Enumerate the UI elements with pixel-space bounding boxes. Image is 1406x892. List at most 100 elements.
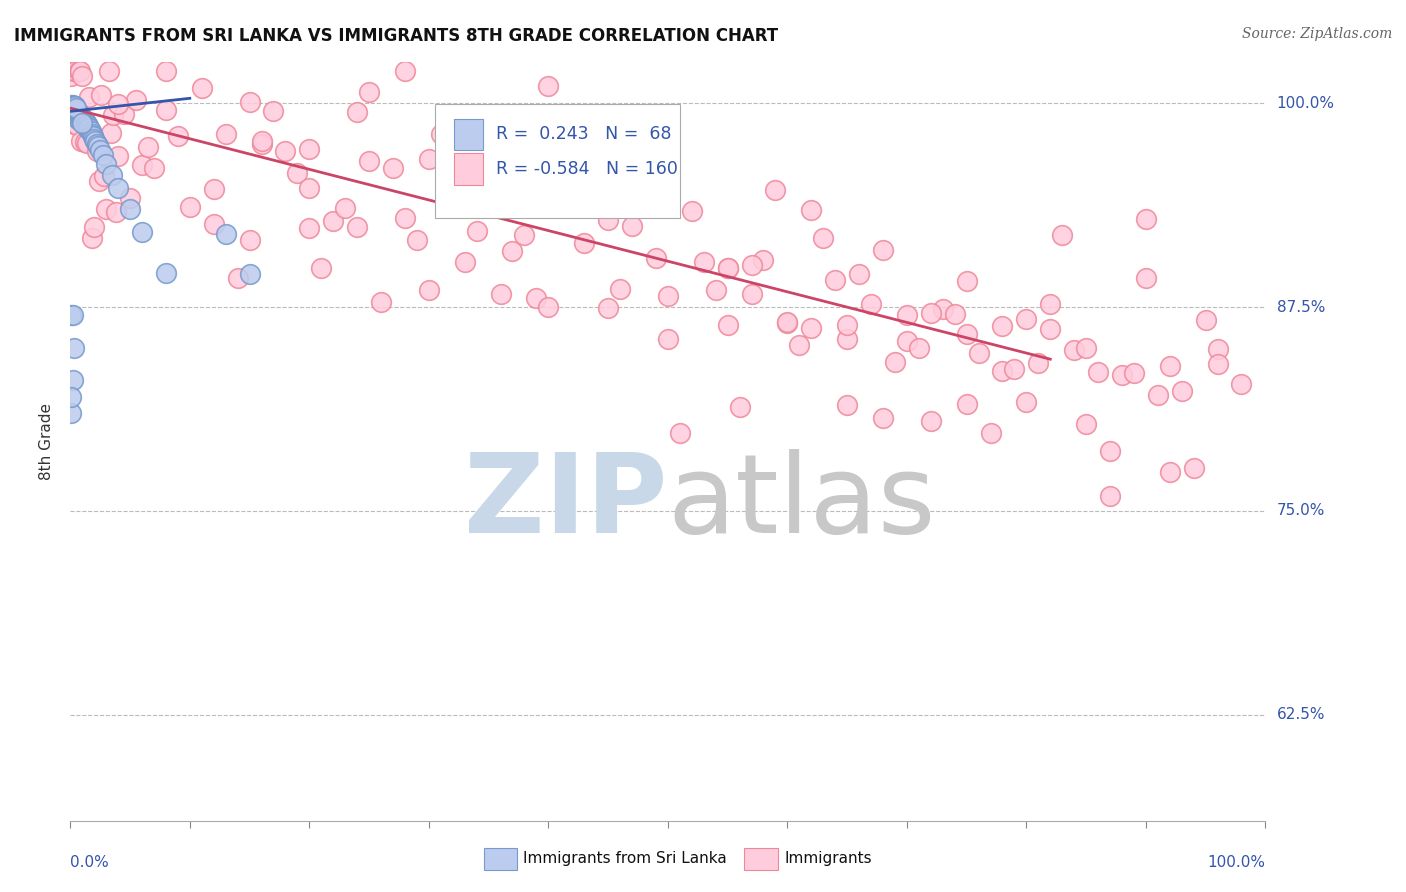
Point [872, 243, 894, 257]
Text: 62.5%: 62.5% [1277, 707, 1324, 723]
Point [179, 200, 201, 214]
Point [884, 355, 907, 369]
Point [70, 69, 93, 83]
Point [644, 252, 668, 266]
Point [63, 63, 86, 78]
Point [62, 111, 84, 125]
Point [82, 128, 104, 143]
Point [418, 283, 440, 297]
Point [67, 112, 90, 127]
Point [120, 202, 141, 217]
Point [62, 103, 84, 117]
Point [967, 345, 990, 359]
Point [250, 136, 273, 151]
Point [63, 107, 86, 121]
Point [598, 213, 620, 227]
Point [837, 398, 859, 412]
Point [89, 144, 111, 158]
Point [80, 231, 103, 245]
Point [1182, 461, 1205, 475]
Point [657, 150, 679, 164]
Point [489, 146, 512, 161]
Point [73, 114, 96, 128]
Point [62, 308, 84, 322]
Text: 100.0%: 100.0% [1277, 95, 1334, 111]
Text: 0.0%: 0.0% [70, 855, 110, 871]
Point [537, 178, 560, 193]
Text: Immigrants: Immigrants [785, 851, 872, 865]
Point [76, 117, 98, 131]
Point [1004, 361, 1026, 376]
Point [63, 104, 86, 119]
Point [991, 364, 1014, 378]
Text: 75.0%: 75.0% [1277, 503, 1324, 518]
Point [872, 411, 894, 425]
Point [1076, 341, 1098, 355]
Text: Source: ZipAtlas.com: Source: ZipAtlas.com [1241, 27, 1392, 41]
Point [103, 107, 125, 121]
Point [63, 99, 86, 113]
Point [62, 98, 84, 112]
FancyBboxPatch shape [454, 153, 482, 185]
Point [60, 308, 83, 322]
Point [441, 136, 464, 151]
Point [83, 132, 105, 146]
FancyBboxPatch shape [434, 104, 681, 218]
Point [489, 287, 512, 301]
Point [776, 315, 799, 329]
Point [669, 425, 692, 440]
Point [62, 99, 84, 113]
Point [346, 220, 368, 235]
Point [526, 291, 548, 305]
Point [657, 289, 679, 303]
Point [633, 145, 655, 160]
Point [62, 106, 84, 120]
Point [298, 220, 321, 235]
Point [787, 338, 810, 352]
Point [96, 202, 117, 217]
Point [621, 219, 644, 234]
Point [406, 233, 429, 247]
Point [513, 227, 536, 242]
Point [143, 161, 166, 176]
Point [550, 171, 572, 186]
Point [77, 122, 100, 136]
Point [63, 101, 86, 115]
Point [752, 252, 775, 267]
Point [394, 63, 416, 78]
Point [274, 145, 297, 159]
Point [66, 104, 89, 119]
Point [63, 99, 86, 113]
Point [60, 99, 83, 113]
Point [717, 260, 740, 275]
Point [226, 271, 249, 285]
Point [837, 332, 859, 346]
Point [848, 267, 870, 281]
Point [979, 425, 1001, 440]
Point [65, 101, 87, 115]
Point [309, 260, 333, 275]
Point [107, 96, 129, 111]
Point [609, 282, 631, 296]
Point [79, 90, 101, 104]
Point [1099, 444, 1122, 458]
Point [1159, 359, 1181, 373]
Point [920, 414, 942, 428]
Text: R = -0.584   N = 160: R = -0.584 N = 160 [496, 160, 678, 178]
Point [932, 301, 955, 316]
Point [1039, 297, 1062, 311]
Point [125, 93, 148, 107]
Point [896, 308, 918, 322]
Point [63, 107, 86, 121]
Point [1147, 388, 1170, 402]
Point [896, 334, 918, 348]
Point [537, 78, 560, 93]
Point [465, 224, 488, 238]
Point [66, 107, 89, 121]
Text: 100.0%: 100.0% [1208, 855, 1265, 871]
Point [67, 109, 90, 123]
Point [131, 225, 153, 239]
Text: IMMIGRANTS FROM SRI LANKA VS IMMIGRANTS 8TH GRADE CORRELATION CHART: IMMIGRANTS FROM SRI LANKA VS IMMIGRANTS … [14, 27, 778, 45]
Point [1028, 356, 1050, 370]
Point [60, 103, 83, 117]
